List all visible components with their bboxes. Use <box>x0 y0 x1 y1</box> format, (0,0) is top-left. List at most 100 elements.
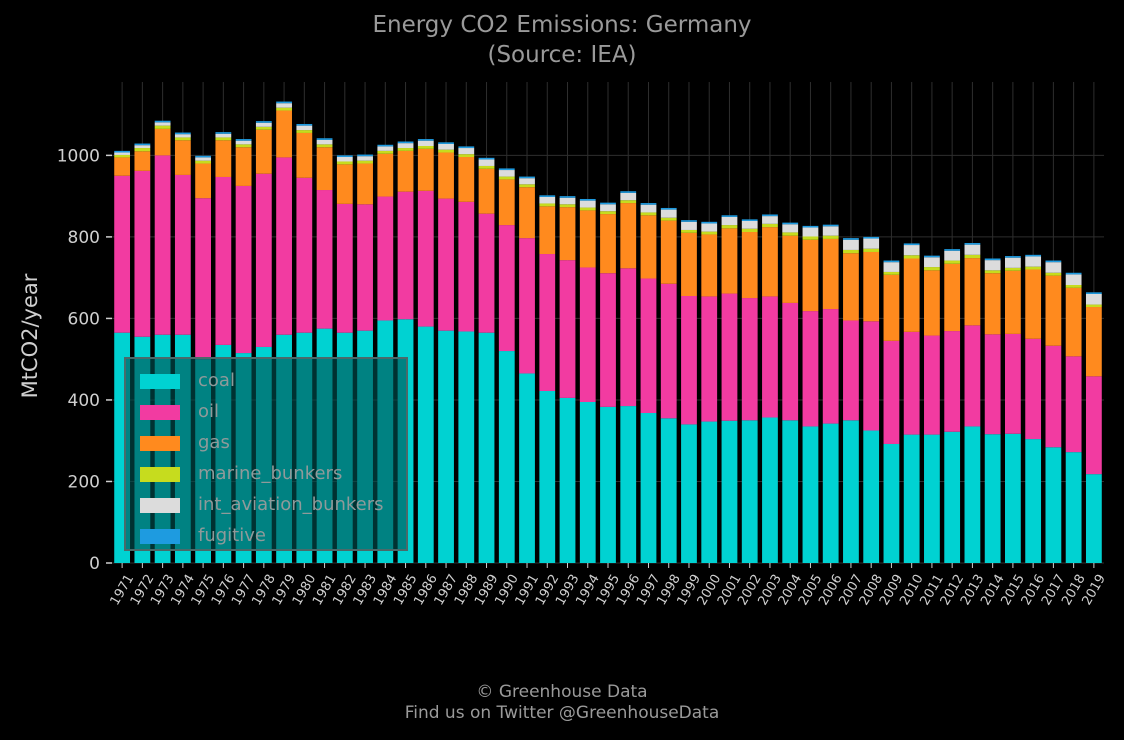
bar-marine_bunkers-2018 <box>1065 284 1082 288</box>
bar-oil-2002 <box>741 298 758 421</box>
bar-coal-2004 <box>782 420 799 563</box>
bar-fugitive-1989 <box>478 157 495 160</box>
bar-fugitive-1998 <box>660 207 677 210</box>
bar-oil-1991 <box>519 238 535 374</box>
legend-label: oil <box>198 401 220 422</box>
bar-oil-1990 <box>498 225 515 352</box>
bar-int_aviation_bunkers-1995 <box>600 204 616 212</box>
bar-fugitive-1990 <box>498 168 515 171</box>
bar-fugitive-2005 <box>802 225 819 228</box>
bar-fugitive-1978 <box>255 121 272 123</box>
bar-int_aviation_bunkers-1989 <box>478 159 495 166</box>
bar-int_aviation_bunkers-1973 <box>154 122 171 126</box>
bar-int_aviation_bunkers-2015 <box>1005 257 1021 268</box>
bar-oil-1982 <box>336 203 353 333</box>
bar-marine_bunkers-1976 <box>215 137 232 141</box>
bar-marine_bunkers-1999 <box>681 229 697 233</box>
bar-coal-1993 <box>559 397 576 563</box>
bar-int_aviation_bunkers-2001 <box>721 216 738 226</box>
bar-marine_bunkers-2014 <box>984 270 1001 274</box>
bar-marine_bunkers-1993 <box>559 204 576 208</box>
legend-swatch <box>140 374 180 389</box>
legend-swatch <box>140 467 180 482</box>
bar-marine_bunkers-2003 <box>762 223 778 228</box>
bar-int_aviation_bunkers-2002 <box>741 221 758 229</box>
bar-gas-1995 <box>600 214 616 274</box>
bar-int_aviation_bunkers-1998 <box>660 209 677 218</box>
bar-oil-2008 <box>863 321 880 431</box>
bar-gas-2005 <box>802 239 819 312</box>
bar-gas-2010 <box>903 258 920 332</box>
bar-oil-1986 <box>417 190 434 327</box>
bar-gas-1994 <box>579 210 596 268</box>
bar-coal-2002 <box>741 420 758 563</box>
bar-int_aviation_bunkers-1990 <box>498 170 515 177</box>
bar-fugitive-1994 <box>579 198 596 201</box>
bar-fugitive-2010 <box>903 243 920 246</box>
legend-item-gas: gas <box>126 427 408 458</box>
bar-int_aviation_bunkers-2016 <box>1025 256 1042 267</box>
bar-int_aviation_bunkers-1974 <box>174 134 191 138</box>
bar-fugitive-2001 <box>721 215 738 217</box>
bar-oil-2009 <box>883 340 900 444</box>
bar-int_aviation_bunkers-2008 <box>863 238 880 249</box>
bar-int_aviation_bunkers-1993 <box>559 197 576 205</box>
bar-gas-1985 <box>397 150 414 192</box>
bar-marine_bunkers-1973 <box>154 125 171 129</box>
bar-int_aviation_bunkers-2011 <box>924 257 940 268</box>
bar-marine_bunkers-1988 <box>458 154 475 158</box>
legend-item-coal: coal <box>126 365 408 396</box>
bar-oil-1996 <box>620 268 637 407</box>
bar-oil-1978 <box>255 173 272 347</box>
legend-swatch <box>140 405 180 420</box>
bar-fugitive-1986 <box>417 139 434 141</box>
bar-coal-2005 <box>802 426 819 563</box>
bar-oil-1979 <box>276 157 292 335</box>
bar-oil-1976 <box>215 176 232 345</box>
bar-gas-1987 <box>438 152 454 199</box>
bar-fugitive-1976 <box>215 132 232 134</box>
bar-oil-1980 <box>296 177 313 333</box>
bar-gas-2008 <box>863 251 880 322</box>
bar-int_aviation_bunkers-2019 <box>1085 293 1102 305</box>
bar-marine_bunkers-1980 <box>296 130 313 133</box>
bar-oil-1992 <box>539 254 556 391</box>
y-tick-label: 1000 <box>57 146 100 166</box>
legend-item-int_aviation_bunkers: int_aviation_bunkers <box>126 489 408 520</box>
bar-marine_bunkers-2015 <box>1005 267 1021 271</box>
bar-gas-2016 <box>1025 269 1042 339</box>
bar-int_aviation_bunkers-1984 <box>377 146 394 151</box>
bar-fugitive-2014 <box>984 258 1001 261</box>
bar-gas-2007 <box>843 253 859 321</box>
bar-oil-2000 <box>701 296 718 422</box>
bar-gas-1999 <box>681 232 697 297</box>
bar-fugitive-1997 <box>640 203 657 205</box>
footer-twitter: Find us on Twitter @GreenhouseData <box>404 703 720 723</box>
bar-fugitive-2019 <box>1085 292 1102 294</box>
bar-oil-1989 <box>478 213 495 333</box>
bar-fugitive-1975 <box>195 155 211 158</box>
legend-label: gas <box>198 432 230 453</box>
bar-int_aviation_bunkers-2009 <box>883 262 900 272</box>
bar-fugitive-1992 <box>539 195 556 197</box>
bar-fugitive-1981 <box>316 138 333 140</box>
bar-coal-1989 <box>478 332 495 563</box>
bar-int_aviation_bunkers-1994 <box>579 200 596 208</box>
bar-int_aviation_bunkers-1979 <box>276 103 292 108</box>
bar-int_aviation_bunkers-2006 <box>822 226 839 236</box>
bar-oil-1975 <box>195 198 211 360</box>
bar-gas-2012 <box>944 263 961 332</box>
legend-label: coal <box>198 370 235 391</box>
bar-int_aviation_bunkers-1986 <box>417 140 434 146</box>
bar-gas-1979 <box>276 110 292 158</box>
bar-int_aviation_bunkers-1996 <box>620 192 637 201</box>
chart-title: Energy CO2 Emissions: Germany <box>372 12 752 38</box>
bar-marine_bunkers-1982 <box>336 161 353 165</box>
bar-fugitive-1973 <box>154 120 171 123</box>
bar-marine_bunkers-1990 <box>498 176 515 180</box>
bar-fugitive-2009 <box>883 260 900 263</box>
bar-oil-1974 <box>174 174 191 335</box>
bar-gas-2014 <box>984 273 1001 335</box>
legend-swatch <box>140 436 180 451</box>
bar-gas-1996 <box>620 203 637 269</box>
